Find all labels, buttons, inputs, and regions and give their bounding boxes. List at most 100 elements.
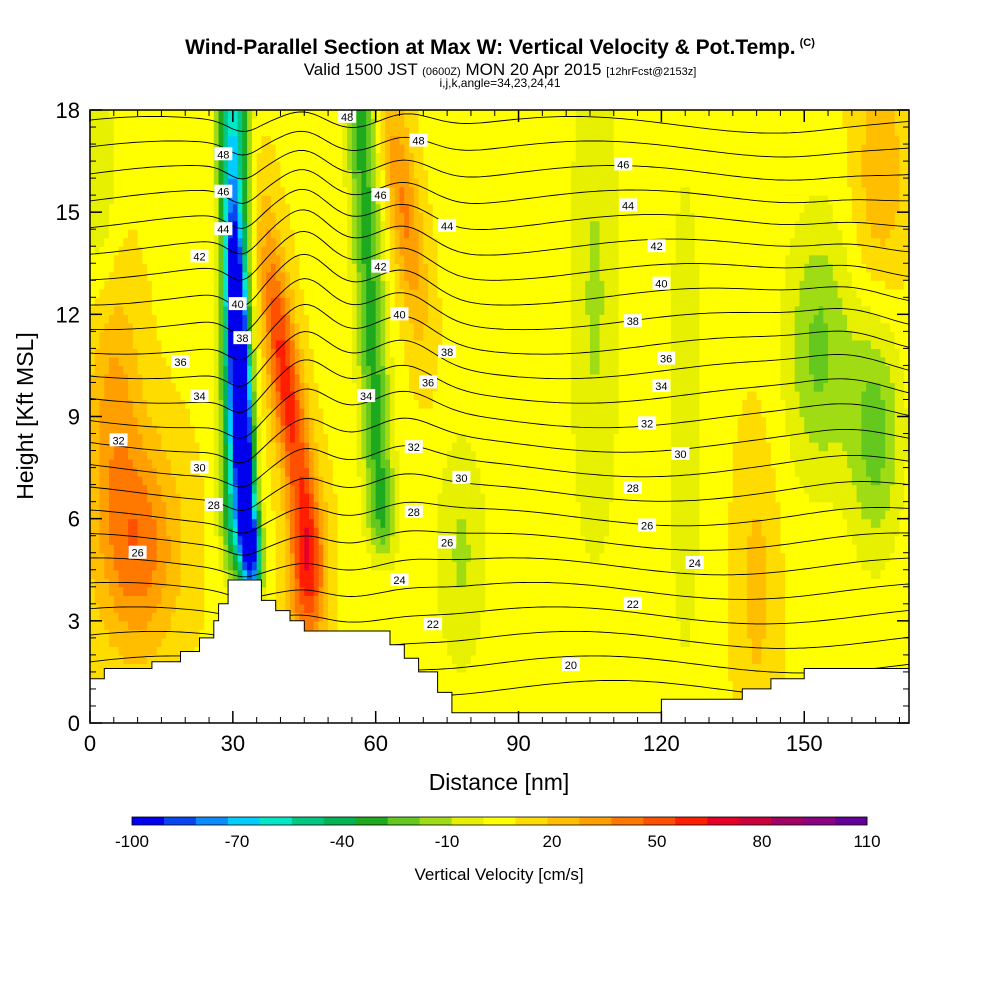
field-cell: [156, 586, 163, 596]
field-cell: [285, 552, 291, 562]
field-cell: [166, 552, 172, 562]
field-cell: [209, 161, 215, 171]
field-cell: [209, 331, 215, 341]
field-cell: [147, 169, 153, 179]
field-cell: [194, 195, 201, 205]
field-cell: [147, 237, 153, 247]
field-cell: [99, 263, 105, 273]
field-cell: [128, 416, 134, 426]
field-cell: [180, 195, 186, 205]
field-cell: [356, 578, 363, 588]
field-cell: [209, 288, 215, 298]
field-cell: [261, 407, 267, 418]
field-cell: [351, 331, 358, 341]
field-cell: [175, 382, 182, 392]
field-cell: [180, 178, 186, 188]
field-cell: [299, 280, 305, 290]
field-cell: [323, 178, 329, 188]
field-cell: [413, 612, 420, 622]
field-cell: [223, 348, 229, 358]
field-cell: [209, 484, 215, 494]
field-cell: [156, 637, 163, 647]
field-cell: [280, 229, 286, 239]
field-cell: [323, 518, 329, 528]
field-cell: [347, 144, 353, 154]
field-cell: [185, 127, 191, 137]
field-cell: [147, 620, 153, 630]
field-cell: [113, 595, 120, 605]
field-cell: [242, 373, 248, 384]
field-cell: [132, 365, 139, 375]
field-cell: [123, 527, 129, 537]
field-cell: [204, 195, 210, 205]
field-cell: [109, 425, 115, 435]
field-cell: [232, 569, 239, 579]
field-cell: [389, 390, 396, 401]
field-cell: [261, 314, 267, 324]
field-cell: [242, 510, 248, 520]
field-cell: [204, 288, 210, 298]
field-cell: [147, 450, 153, 460]
field-cell: [404, 152, 410, 162]
field-cell: [256, 161, 263, 171]
field-cell: [166, 195, 172, 205]
field-cell: [170, 382, 177, 392]
field-cell: [161, 254, 167, 264]
field-cell: [232, 433, 239, 443]
field-cell: [228, 339, 234, 349]
field-cell: [199, 382, 205, 392]
field-cell: [389, 203, 396, 213]
field-cell: [347, 501, 353, 511]
field-cell: [413, 195, 420, 205]
field-cell: [356, 561, 363, 571]
field-cell: [223, 246, 229, 256]
field-cell: [242, 169, 248, 179]
field-cell: [289, 220, 296, 230]
field-cell: [161, 331, 167, 341]
field-cell: [351, 237, 358, 247]
field-cell: [385, 425, 391, 435]
field-cell: [285, 476, 291, 486]
field-cell: [213, 135, 220, 145]
field-cell: [128, 263, 134, 273]
field-cell: [142, 561, 148, 571]
field-cell: [332, 152, 339, 162]
field-cell: [247, 450, 253, 460]
field-cell: [109, 476, 115, 486]
field-cell: [147, 561, 153, 571]
field-cell: [161, 229, 167, 239]
field-cell: [280, 416, 286, 426]
field-cell: [147, 305, 153, 315]
field-cell: [232, 118, 239, 128]
field-cell: [109, 365, 115, 375]
field-cell: [232, 152, 239, 162]
field-cell: [209, 390, 215, 401]
field-cell: [347, 305, 353, 315]
field-cell: [90, 663, 96, 673]
field-cell: [185, 407, 191, 418]
field-cell: [409, 467, 415, 477]
field-cell: [232, 246, 239, 256]
field-cell: [199, 595, 205, 605]
field-cell: [394, 246, 401, 256]
field-cell: [385, 459, 391, 469]
field-cell: [266, 118, 272, 128]
field-cell: [332, 501, 339, 511]
field-cell: [170, 254, 177, 264]
field-cell: [294, 220, 301, 230]
field-cell: [404, 476, 410, 486]
field-cell: [247, 152, 253, 162]
field-cell: [351, 178, 358, 188]
field-cell: [242, 178, 248, 188]
field-cell: [337, 459, 343, 469]
field-cell: [247, 161, 253, 171]
field-cell: [147, 356, 153, 367]
field-cell: [323, 118, 329, 128]
field-cell: [147, 433, 153, 443]
field-cell: [104, 595, 110, 605]
field-cell: [304, 510, 310, 520]
field-cell: [151, 382, 158, 392]
field-cell: [118, 552, 124, 562]
field-cell: [223, 356, 229, 367]
field-cell: [380, 127, 386, 137]
